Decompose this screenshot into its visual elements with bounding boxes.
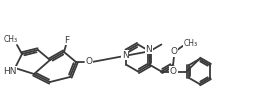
Text: N: N [145, 45, 151, 54]
Text: HN: HN [3, 67, 17, 76]
Text: N: N [121, 51, 128, 60]
Text: O: O [85, 58, 92, 67]
Text: O: O [170, 47, 177, 56]
Text: CH₃: CH₃ [183, 39, 197, 48]
Text: F: F [64, 36, 69, 44]
Text: O: O [169, 67, 176, 76]
Text: CH₃: CH₃ [4, 34, 18, 43]
